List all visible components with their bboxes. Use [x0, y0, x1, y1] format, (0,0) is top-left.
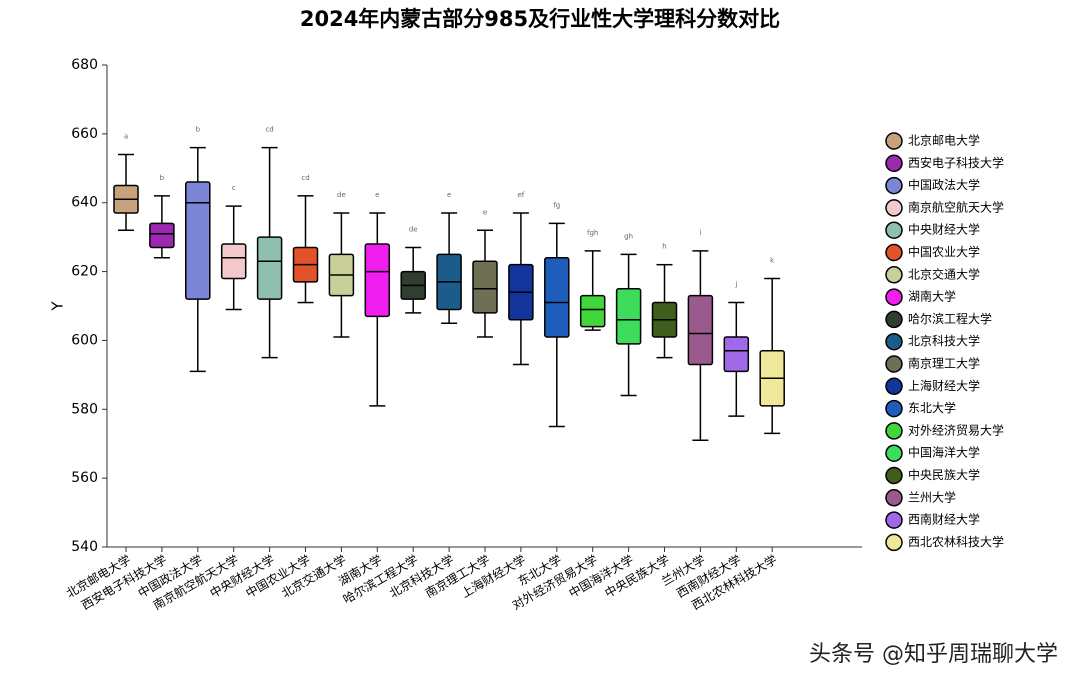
chart-title: 2024年内蒙古部分985及行业性大学理科分数对比: [300, 7, 780, 31]
y-tick-label: 600: [71, 332, 98, 348]
legend-swatch: [885, 132, 903, 150]
legend-label: 北京交通大学: [908, 266, 980, 281]
box: [364, 243, 391, 318]
group-letter: fg: [553, 201, 560, 209]
box: [687, 294, 714, 366]
y-tick-label: 620: [71, 264, 98, 280]
legend-label: 南京理工大学: [908, 356, 980, 371]
legend-swatch: [885, 422, 903, 440]
group-letter: j: [734, 281, 737, 289]
legend-swatch: [885, 399, 903, 418]
legend-swatch: [885, 266, 903, 284]
legend-swatch: [885, 154, 903, 173]
legend-label: 哈尔滨工程大学: [908, 311, 992, 326]
legend-label: 对外经济贸易大学: [908, 422, 1004, 437]
group-letter: de: [409, 225, 418, 233]
legend-label: 中央民族大学: [908, 467, 980, 482]
legend-swatch: [885, 288, 903, 306]
legend-label: 上海财经大学: [908, 378, 980, 393]
y-tick-label: 580: [71, 401, 98, 417]
legend-label: 中央财经大学: [908, 222, 980, 237]
box: [544, 257, 570, 338]
box: [256, 236, 283, 300]
group-letter: ef: [518, 191, 525, 199]
legend-swatch: [885, 444, 903, 462]
legend-label: 北京邮电大学: [908, 133, 980, 148]
group-letter: fgh: [587, 229, 598, 237]
y-tick-label: 660: [71, 126, 98, 142]
box: [472, 260, 498, 314]
group-letter: k: [770, 256, 775, 264]
y-tick-label: 680: [71, 57, 98, 73]
legend-label: 湖南大学: [908, 289, 956, 304]
legend-swatch: [885, 243, 903, 262]
y-tick-label: 540: [71, 539, 98, 555]
legend-label: 南京航空航天大学: [908, 199, 1004, 214]
box: [579, 294, 606, 328]
y-tick-label: 560: [71, 470, 98, 486]
group-letter: h: [662, 243, 666, 251]
group-letter: b: [160, 174, 165, 182]
box: [220, 243, 247, 280]
y-tick-label: 640: [71, 195, 98, 211]
box: [185, 181, 211, 300]
group-letter: c: [232, 184, 236, 192]
y-axis-label: Y: [49, 301, 67, 312]
legend-label: 东北大学: [908, 400, 956, 415]
group-letter: e: [447, 191, 451, 199]
legend-label: 北京科技大学: [908, 333, 980, 348]
legend-swatch: [885, 489, 903, 507]
legend-label: 中国政法大学: [908, 177, 980, 192]
legend-swatch: [885, 377, 903, 396]
legend-label: 中国海洋大学: [908, 445, 980, 460]
group-letter: i: [699, 229, 701, 237]
legend-swatch: [885, 221, 903, 239]
legend-label: 兰州大学: [908, 489, 956, 504]
watermark: 头条号 @知乎周瑞聊大学: [809, 642, 1058, 667]
legend-swatch: [885, 511, 903, 529]
group-letter: de: [337, 191, 346, 199]
box: [615, 288, 642, 345]
group-letter: e: [375, 191, 379, 199]
legend-label: 中国农业大学: [908, 244, 980, 259]
legend-label: 西安电子科技大学: [908, 155, 1004, 170]
group-letter: cd: [301, 174, 309, 182]
legend-label: 西北农林科技大学: [908, 534, 1004, 549]
group-letter: e: [483, 208, 487, 216]
group-letter: a: [124, 133, 128, 141]
box: [149, 222, 175, 249]
legend-swatch: [885, 332, 903, 351]
legend-label: 西南财经大学: [908, 512, 980, 527]
legend-swatch: [885, 533, 903, 552]
legend-swatch: [885, 466, 903, 485]
group-letter: b: [196, 126, 201, 134]
legend-swatch: [885, 176, 903, 195]
legend-swatch: [885, 199, 903, 217]
group-letter: gh: [624, 232, 633, 240]
legend-swatch: [885, 355, 903, 373]
group-letter: cd: [265, 126, 273, 134]
legend-swatch: [885, 310, 903, 329]
box: [723, 336, 750, 373]
